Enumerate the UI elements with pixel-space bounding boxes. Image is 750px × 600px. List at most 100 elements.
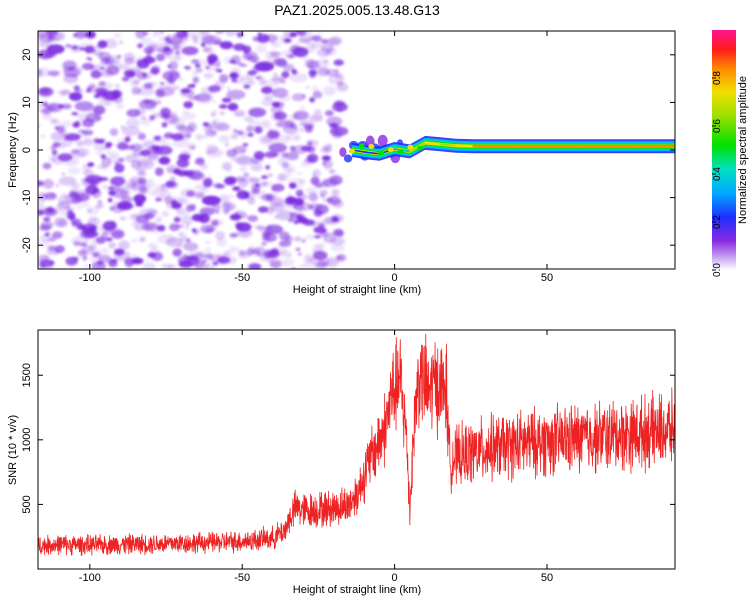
noise-blob [248,119,262,128]
noise-blob [246,248,255,256]
noise-blob [110,176,126,186]
noise-blob [111,151,120,159]
noise-blob [171,133,184,141]
noise-blob [178,125,188,134]
noise-blob [100,177,109,182]
noise-blob [288,219,293,223]
noise-blob [57,201,71,210]
noise-blob [174,54,183,60]
ridge-segment [424,142,442,146]
noise-blob [298,178,306,183]
noise-blob [152,112,163,118]
noise-blob [46,38,52,43]
noise-blob [120,187,131,196]
noise-blob [260,226,274,235]
x-tick-label: 50 [541,272,553,284]
noise-blob [296,31,307,37]
noise-blob [269,51,281,57]
noise-blob [173,216,181,223]
noise-blob [106,187,115,195]
noise-blob [93,94,100,99]
noise-blob [322,144,332,153]
noise-blob [168,61,179,71]
noise-blob [236,228,253,238]
noise-blob [230,157,238,162]
noise-blob [209,51,216,57]
noise-blob [82,62,94,71]
noise-blob [221,97,232,103]
noise-blob [219,111,225,115]
noise-blob [238,249,246,256]
noise-blob [305,187,318,195]
noise-blob [219,41,233,50]
noise-blob [172,139,189,149]
noise-blob [295,247,301,251]
noise-blob [163,46,171,52]
noise-blob [268,143,288,153]
noise-blob [135,107,146,116]
y-tick-label: 0 [21,147,33,153]
noise-blob [213,182,223,189]
noise-blob [285,196,297,205]
noise-blob [67,167,81,175]
noise-blob [165,164,178,173]
noise-blob [46,102,63,113]
noise-blob [328,74,345,85]
noise-blob [121,195,133,203]
noise-blob [254,61,274,72]
noise-blob [98,81,106,86]
noise-blob [204,264,210,269]
noise-blob [60,130,68,137]
noise-blob [291,93,306,102]
noise-blob [314,204,329,215]
noise-blob [54,217,67,228]
noise-blob [328,37,341,46]
noise-blob [161,42,171,48]
noise-blob [168,112,178,120]
noise-blob [319,189,328,197]
noise-blob [87,162,95,167]
snr-panel: -100 -50 0 50 500 1000 1500 Height of straigh… [7,329,676,596]
noise-blob [210,253,226,264]
noise-blob [83,169,94,177]
noise-blob [218,135,230,143]
noise-blob [307,153,319,163]
noise-blob [208,85,221,93]
noise-blob [265,254,274,262]
ridge-segment [408,142,426,153]
noise-blob [92,45,100,50]
y-tick-label: -20 [21,237,33,253]
noise-blob [222,208,230,215]
noise-blob [161,141,171,148]
noise-blob [165,237,183,248]
noise-blob [117,157,125,163]
ridge-onset-blob [343,154,353,163]
noise-blob [310,176,320,186]
noise-blob [297,37,305,44]
noise-blob [76,205,83,209]
noise-blob [53,72,57,76]
spectrogram-ridge [339,134,675,164]
noise-blob [190,145,196,150]
colorbar-ticks: 0.0 0.2 0.4 0.6 0.8 [712,71,723,277]
noise-blob [86,87,93,91]
noise-blob [210,112,216,117]
noise-blob [151,65,161,74]
noise-blob [49,31,66,42]
noise-blob [59,245,63,248]
noise-blob [105,237,113,242]
noise-blob [302,217,308,221]
noise-blob [200,35,216,45]
noise-blob [283,120,295,127]
noise-blob [195,133,203,141]
noise-blob [269,260,282,269]
noise-blob [161,184,166,187]
noise-blob [103,99,112,106]
noise-blob [195,63,201,68]
noise-blob [76,147,90,157]
noise-blob [161,122,168,128]
noise-blob [139,236,146,243]
noise-blob [100,232,108,240]
noise-blob [336,107,343,112]
